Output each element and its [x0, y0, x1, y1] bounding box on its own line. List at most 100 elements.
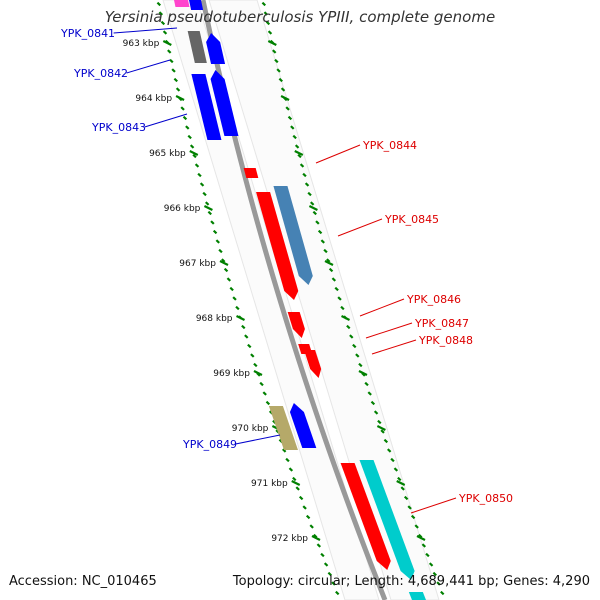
tick-dot-left: [215, 239, 220, 244]
tick-dot-right: [397, 476, 402, 482]
tick-dot-right: [297, 153, 302, 159]
tick-dot-left: [244, 334, 249, 339]
gene-ypk0845-feature: [256, 192, 299, 300]
tick-dot-right: [373, 410, 379, 415]
accession-text: Accession: NC_010465: [9, 574, 157, 589]
tick-dot-left: [197, 172, 202, 178]
scale-label: 967 kbp: [179, 259, 216, 269]
scale-label: 968 kbp: [196, 314, 233, 324]
tick-dot-right: [337, 296, 342, 301]
tick-dot-left: [187, 134, 192, 140]
gene-label: YPK_0848: [418, 334, 473, 347]
tick-dot-right: [292, 134, 297, 140]
gene-ypk0840-feature: [174, 0, 190, 7]
tick-dot-left: [192, 153, 197, 159]
tick-dot-left: [221, 258, 226, 263]
tick-dot-right: [393, 467, 399, 472]
tick-dot-left: [295, 486, 300, 491]
tick-dot-left: [207, 210, 212, 216]
gene-ypk0841-feature: [189, 0, 204, 10]
tick-dot-left: [259, 381, 264, 387]
genome-summary-text: Topology: circular; Length: 4,689,441 bp…: [232, 574, 590, 589]
tick-dot-right: [440, 590, 445, 596]
gene-ypk0842-feature: [187, 31, 207, 63]
tick-dot-left: [305, 514, 311, 520]
tick-dot-left: [226, 277, 232, 282]
tick-dot-right: [302, 172, 307, 178]
tick-dot-left: [180, 106, 185, 111]
tick-dot-right: [436, 581, 441, 586]
tick-dot-right: [425, 552, 430, 558]
tick-dot-left: [247, 343, 252, 349]
scale-label: 963 kbp: [123, 39, 160, 49]
gene-label: YPK_0841: [60, 27, 115, 40]
major-tick-right: [376, 425, 386, 431]
tick-dot-left: [331, 581, 336, 586]
major-tick-right: [267, 40, 277, 46]
scale-label: 969 kbp: [213, 369, 250, 379]
tick-dot-left: [156, 1, 162, 7]
gene-ypk0850b-feature: [359, 460, 415, 580]
label-leader-line: [365, 322, 413, 339]
tick-dot-right: [386, 448, 392, 453]
tick-dot-right: [383, 438, 389, 444]
tick-dot-left: [265, 400, 271, 406]
tick-dot-left: [323, 562, 329, 567]
scale-label: 965 kbp: [149, 149, 186, 159]
tick-dot-right: [421, 543, 427, 548]
tick-dot-left: [320, 552, 325, 558]
tick-dot-right: [285, 106, 290, 111]
tick-dot-right: [367, 391, 372, 396]
label-leader-line: [126, 59, 171, 74]
tick-dot-left: [285, 457, 290, 463]
major-tick-left: [203, 205, 213, 211]
label-leader-line: [371, 339, 417, 355]
scale-label: 972 kbp: [271, 534, 308, 544]
tick-dot-left: [162, 30, 168, 35]
tick-dot-right: [307, 191, 312, 197]
tick-dot-right: [358, 362, 363, 368]
label-leader-line: [235, 434, 281, 445]
tick-dot-right: [265, 20, 271, 26]
scale-label: 970 kbp: [232, 424, 269, 434]
tick-dot-right: [352, 343, 357, 349]
gene-label: YPK_0846: [406, 293, 461, 306]
tick-dot-left: [253, 362, 258, 368]
tick-dot-right: [267, 30, 273, 35]
tick-dot-left: [241, 324, 246, 330]
gene-label: YPK_0844: [362, 139, 417, 152]
gene-ypk0849-feature: [289, 403, 317, 448]
tick-dot-right: [407, 505, 412, 510]
tick-dot-right: [274, 58, 279, 64]
tick-dot-right: [403, 495, 409, 501]
tick-dot-left: [218, 248, 223, 254]
tick-dot-left: [210, 220, 215, 225]
tick-dot-left: [202, 191, 207, 197]
gene-label: YPK_0849: [182, 438, 237, 451]
scale-label: 964 kbp: [135, 94, 172, 104]
gene-ypk0843b-feature: [210, 70, 239, 136]
tick-dot-right: [334, 286, 339, 292]
tick-dot-right: [428, 562, 434, 567]
tick-dot-left: [167, 49, 172, 54]
tick-dot-right: [400, 486, 405, 491]
tick-dot-left: [182, 115, 188, 121]
tick-dot-right: [263, 11, 269, 16]
major-tick-left: [219, 260, 229, 266]
tick-dot-left: [185, 125, 190, 130]
tick-dot-left: [199, 182, 205, 187]
tick-dot-right: [299, 163, 305, 168]
major-tick-right: [294, 150, 304, 156]
major-tick-left: [311, 535, 321, 541]
label-leader-line: [315, 144, 361, 164]
label-leaders: [113, 27, 457, 514]
tick-dot-right: [364, 381, 369, 387]
forward-band: [162, 0, 380, 600]
tick-dot-right: [328, 267, 334, 273]
tick-dot-right: [312, 210, 317, 216]
tick-dot-left: [158, 11, 164, 16]
tick-dot-left: [175, 87, 181, 92]
tick-dot-right: [326, 258, 331, 263]
major-tick-left: [236, 315, 246, 321]
gene-ypk0844-feature: [243, 168, 259, 178]
